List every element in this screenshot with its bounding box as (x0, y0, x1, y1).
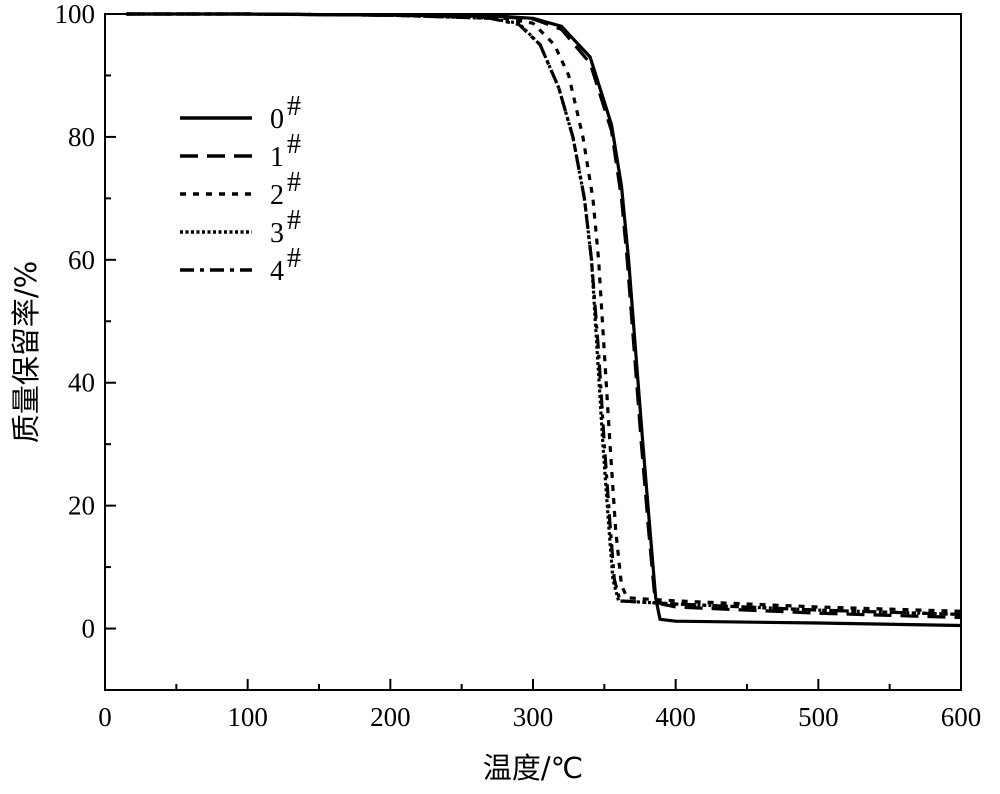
y-tick-label: 60 (68, 245, 95, 275)
series-line-4 (126, 12, 962, 616)
x-tick-label: 300 (513, 702, 554, 732)
legend-superscript: # (287, 205, 301, 236)
legend-superscript: # (287, 91, 301, 122)
x-axis-title: 温度/℃ (483, 751, 583, 785)
x-tick-label: 100 (227, 702, 268, 732)
y-tick-label: 80 (68, 122, 95, 152)
legend: 0 #1 #2 #3 #4 # (180, 91, 301, 287)
legend-label-2: 2 (270, 180, 284, 211)
plot-frame (104, 13, 962, 691)
y-tick-label: 100 (55, 0, 96, 29)
y-tick-label: 40 (68, 368, 95, 398)
legend-superscript: # (287, 167, 301, 198)
legend-label-1: 1 (270, 142, 284, 173)
legend-superscript: # (287, 243, 301, 274)
y-axis-title: 质量保留率/% (9, 261, 43, 443)
series-line-2 (126, 12, 962, 613)
y-tick-label: 0 (82, 614, 96, 644)
series-line-1 (126, 12, 962, 620)
series-line-0 (126, 12, 962, 628)
y-axis-ticks: 0 20 40 60 80 100 (55, 0, 116, 644)
series-line-3 (126, 12, 962, 616)
x-axis-ticks: 0 100 200 300 400 500 600 (98, 679, 981, 732)
series-layer (126, 12, 962, 628)
x-tick-label: 200 (370, 702, 411, 732)
legend-label-0: 0 (270, 104, 284, 135)
legend-superscript: # (287, 129, 301, 160)
x-tick-label: 500 (798, 702, 839, 732)
y-tick-label: 20 (68, 491, 95, 521)
x-tick-label: 400 (655, 702, 696, 732)
legend-label-3: 3 (270, 218, 284, 249)
x-tick-label: 0 (98, 702, 112, 732)
x-tick-label: 600 (941, 702, 982, 732)
legend-label-4: 4 (270, 256, 284, 287)
